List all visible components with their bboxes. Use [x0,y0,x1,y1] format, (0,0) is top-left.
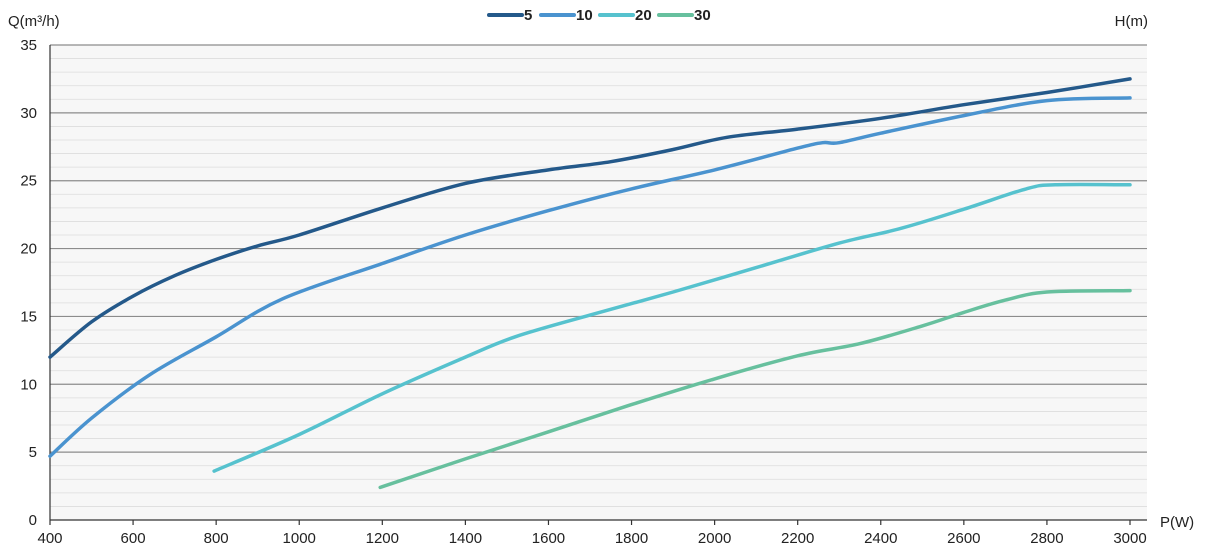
y-tick-label: 5 [29,444,37,461]
legend-label-20: 20 [635,7,652,24]
legend-label-10: 10 [576,7,593,24]
x-tick-label: 3000 [1113,530,1146,547]
series-line-5 [48,77,1132,359]
major-gridlines [50,44,1147,453]
legend-label-30: 30 [694,7,711,24]
x-tick-label: 1400 [449,530,482,547]
legend-label-5: 5 [524,7,532,24]
x-tick-label: 1000 [283,530,316,547]
y-tick-labels: 0 5 10 15 20 25 30 35 [20,37,37,529]
series-line-30 [378,288,1132,490]
y-tick-label: 10 [20,376,37,393]
legend: 5 10 20 30 [487,7,711,24]
y-tick-label: 30 [20,105,37,122]
y-tick-label: 0 [29,512,37,529]
series-lines [48,77,1132,490]
plot-area [50,45,1147,520]
x-tick-labels: 400 600 800 1000 1200 1400 1600 1800 2000 2200 240… [37,520,1147,547]
y-tick-label: 25 [20,173,37,190]
x-tick-label: 800 [204,530,229,547]
y-tick-label: 35 [20,37,37,54]
y-tick-label: 15 [20,308,37,325]
x-tick-label: 1600 [532,530,565,547]
series-line-10 [48,96,1132,458]
series-line-20 [212,182,1132,473]
x-tick-label: 1800 [615,530,648,547]
y-tick-label: 20 [20,241,37,258]
y-axis-title: Q(m³/h) [8,13,60,30]
x-tick-label: 400 [37,530,62,547]
minor-gridlines [50,58,1147,507]
secondary-axis-title: H(m) [1115,13,1148,30]
x-tick-label: 600 [121,530,146,547]
x-tick-label: 2600 [947,530,980,547]
x-axis-title: P(W) [1160,514,1194,531]
x-tick-label: 2200 [781,530,814,547]
x-tick-label: 2800 [1030,530,1063,547]
x-tick-label: 1200 [366,530,399,547]
x-tick-label: 2000 [698,530,731,547]
x-tick-label: 2400 [864,530,897,547]
